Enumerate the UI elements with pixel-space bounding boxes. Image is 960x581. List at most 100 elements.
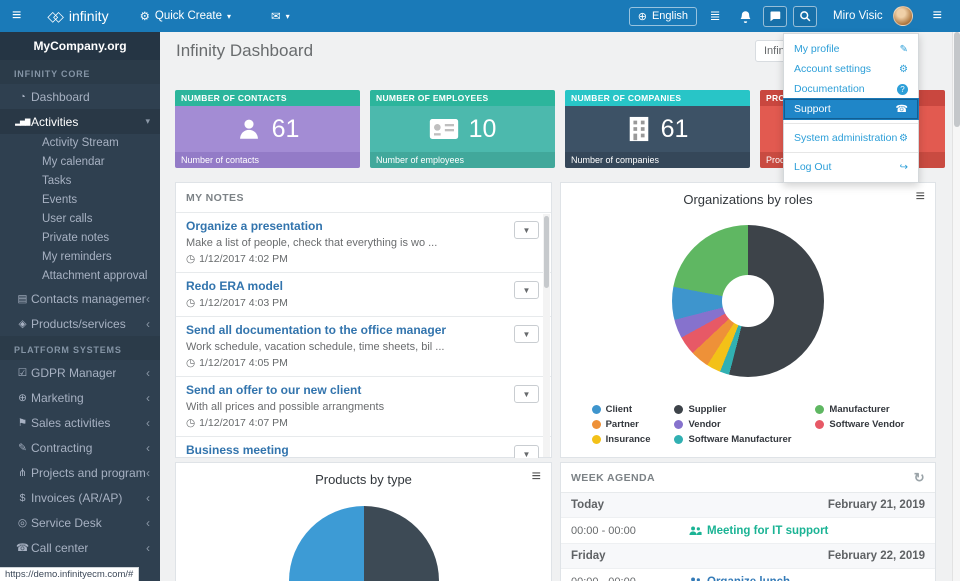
agenda-event-time: 00:00 - 00:00 (571, 524, 636, 537)
page-scrollbar[interactable] (952, 32, 960, 581)
sidebar-item-attachment-approval[interactable]: Attachment approval (42, 270, 148, 282)
sidebar-item-dashboard[interactable]: ◔ Dashboard (0, 84, 160, 109)
avatar[interactable] (892, 6, 913, 26)
organizations-donut-chart[interactable] (672, 225, 824, 377)
company-name[interactable]: MyCompany.org (0, 32, 160, 60)
legend-item[interactable]: Software Vendor (815, 419, 904, 430)
agenda-panel-header: WEEK AGENDA ↻ (561, 463, 935, 493)
sidebar-item-service-desk[interactable]: ◎ Service Desk ‹ (0, 510, 160, 535)
chevron-left-icon: ‹ (146, 465, 150, 480)
phone-icon: ☎ (895, 103, 908, 115)
legend-item[interactable]: Manufacturer (815, 404, 904, 415)
legend-item[interactable]: Software Manufacturer (674, 434, 791, 445)
note-item[interactable]: Business meeting ▼ (176, 437, 551, 458)
note-title: Send all documentation to the office man… (186, 323, 447, 337)
life-ring-icon: ◎ (17, 516, 28, 529)
agenda-event-link[interactable]: Meeting for IT support (689, 525, 828, 537)
sidebar-item-activity-stream[interactable]: Activity Stream (42, 137, 119, 149)
menu-item-support[interactable]: Support ☎ (784, 99, 918, 119)
messages-button[interactable]: ✉ ▾ (262, 5, 299, 27)
sidebar-item-products-services[interactable]: ◈ Products/services ‹ (0, 311, 160, 336)
list-button[interactable]: ≣ (709, 8, 721, 23)
chat-button[interactable] (763, 5, 788, 27)
menu-item-system-administration[interactable]: System administration ⚙ (794, 132, 908, 144)
sidebar-item-gdpr-manager[interactable]: ☑ GDPR Manager ‹ (0, 360, 160, 385)
note-description: Work schedule, vacation schedule, time s… (186, 341, 445, 353)
sidebar-item-private-notes[interactable]: Private notes (42, 232, 110, 244)
legend-item[interactable]: Insurance (591, 434, 650, 445)
sidebar-item-tasks[interactable]: Tasks (42, 175, 72, 187)
sidebar-item-label: GDPR Manager (31, 365, 117, 380)
menu-item-log-out[interactable]: Log Out ↪ (794, 161, 908, 173)
legend-item[interactable]: Supplier (674, 404, 791, 415)
legend-item[interactable]: Partner (591, 419, 651, 430)
agenda-date: February 21, 2019 (827, 499, 925, 511)
note-actions-dropdown[interactable]: ▼ (514, 281, 539, 299)
note-actions-dropdown[interactable]: ▼ (514, 325, 539, 343)
search-button[interactable] (793, 5, 818, 27)
refresh-icon[interactable]: ↻ (913, 469, 925, 485)
legend-dot (674, 420, 684, 429)
logout-icon: ↪ (899, 161, 908, 173)
legend-item[interactable]: Vendor (674, 419, 791, 430)
chart-menu-icon[interactable]: ≡ (915, 188, 925, 205)
agenda-day-label: Today (571, 499, 605, 511)
note-item[interactable]: Redo ERA model ◷ 1/12/2017 4:03 PM ▼ (176, 273, 551, 317)
chevron-down-icon: ▾ (285, 11, 290, 21)
menu-divider (784, 123, 918, 124)
address-card-icon: ▤ (17, 292, 28, 305)
stat-card-employees[interactable]: NUMBER OF EMPLOYEES 10 Number of employe… (370, 90, 555, 168)
note-item[interactable]: Organize a presentation Make a list of p… (176, 213, 551, 273)
quick-create-button[interactable]: ⚙ Quick Create ▾ (131, 5, 240, 27)
notes-scrollbar[interactable] (543, 214, 550, 457)
sidebar-item-user-calls[interactable]: User calls (42, 213, 93, 225)
sidebar-item-events[interactable]: Events (42, 194, 78, 206)
sidebar-item-call-center[interactable]: ☎ Call center ‹ (0, 535, 160, 560)
legend-dot (591, 405, 601, 414)
note-actions-dropdown[interactable]: ▼ (514, 445, 539, 458)
sidebar-item-marketing[interactable]: ⊕ Marketing ‹ (0, 385, 160, 410)
week-agenda-panel: WEEK AGENDA ↻ Today February 21, 2019 00… (560, 462, 936, 581)
menu-item-my-profile[interactable]: My profile ✎ (794, 43, 908, 55)
menu-item-account-settings[interactable]: Account settings ⚙ (794, 63, 908, 75)
sidebar-item-sales-activities[interactable]: ⚑ Sales activities ‹ (0, 410, 160, 435)
note-actions-dropdown[interactable]: ▼ (514, 385, 539, 403)
notifications-button[interactable] (733, 6, 757, 27)
card-header: NUMBER OF CONTACTS (175, 90, 360, 106)
note-item[interactable]: Send all documentation to the office man… (176, 317, 551, 377)
agenda-event-link[interactable]: Organize lunch (689, 576, 790, 581)
user-menu-button[interactable]: Miro Visic (833, 10, 883, 22)
chevron-left-icon: ‹ (146, 515, 150, 530)
card-body: 61 (175, 106, 360, 152)
sidebar-item-activities[interactable]: ▂▅▇ Activities ▾ (0, 109, 160, 134)
sidebar-item-projects-and-programs[interactable]: ⋔ Projects and programs ‹ (0, 460, 160, 485)
sidebar-item-contacts-management[interactable]: ▤ Contacts management ‹ (0, 286, 160, 311)
note-actions-dropdown[interactable]: ▼ (514, 221, 539, 239)
stat-card-companies[interactable]: NUMBER OF COMPANIES 61 Number of compani… (565, 90, 750, 168)
chart-legend: Client Partner Insurance Supplier Vendor… (561, 404, 935, 445)
scrollbar-thumb[interactable] (954, 32, 960, 127)
menu-divider (784, 152, 918, 153)
app-logo[interactable]: ◇◇ infinity (47, 8, 108, 25)
sidebar-item-invoices[interactable]: $ Invoices (AR/AP) ‹ (0, 485, 160, 510)
tags-icon: ⚑ (17, 416, 28, 429)
sidebar-item-my-calendar[interactable]: My calendar (42, 156, 105, 168)
menu-item-documentation[interactable]: Documentation ? (784, 79, 918, 99)
sidebar-item-label: Projects and programs (31, 465, 146, 480)
sidebar-toggle-icon[interactable]: ≡ (12, 7, 22, 24)
language-button[interactable]: ⊕ English (628, 6, 698, 26)
sidebar-item-my-reminders[interactable]: My reminders (42, 251, 112, 263)
sidebar-item-label: Dashboard (31, 89, 90, 104)
pencil-icon: ✎ (899, 43, 908, 55)
envelope-icon: ✉ (271, 11, 281, 23)
sidebar-item-label: Activities (31, 114, 79, 129)
products-pie-chart[interactable] (288, 506, 439, 581)
sidebar-item-label: Contracting (31, 440, 93, 455)
stat-card-contacts[interactable]: NUMBER OF CONTACTS 61 Number of contacts (175, 90, 360, 168)
legend-item[interactable]: Client (591, 404, 651, 415)
chart-menu-icon[interactable]: ≡ (531, 468, 541, 485)
note-title: Send an offer to our new client (186, 383, 362, 397)
sidebar-item-contracting[interactable]: ✎ Contracting ‹ (0, 435, 160, 460)
right-panel-toggle-icon[interactable]: ≡ (932, 7, 942, 24)
note-item[interactable]: Send an offer to our new client With all… (176, 377, 551, 437)
